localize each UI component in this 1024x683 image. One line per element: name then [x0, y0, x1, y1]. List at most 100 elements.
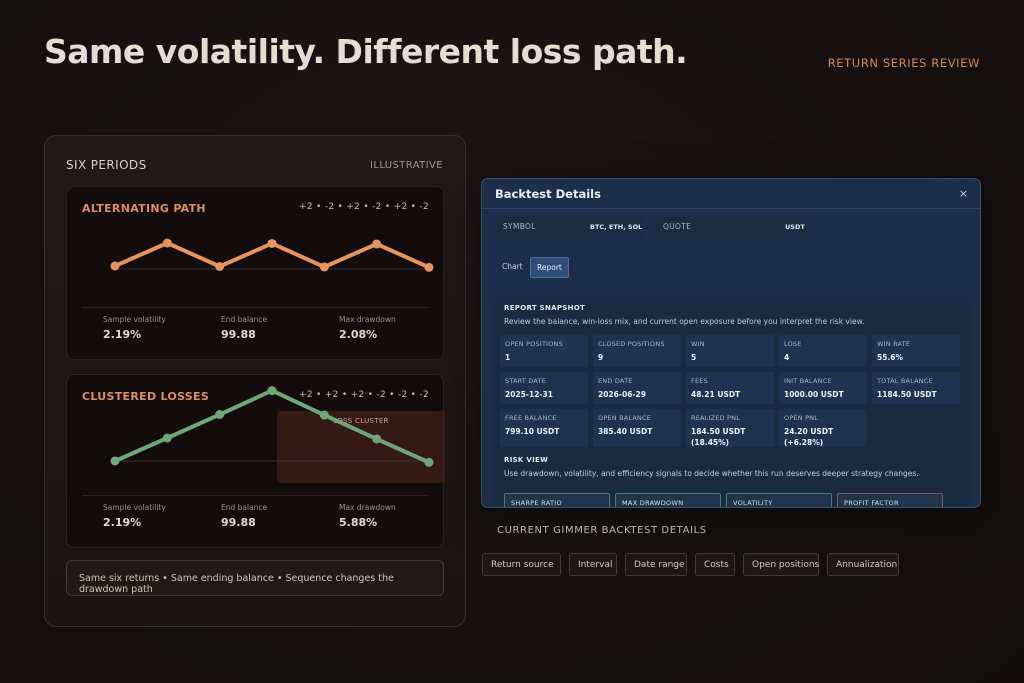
- metric-label: CLOSED POSITIONS: [598, 340, 665, 348]
- metric-closed-positions: CLOSED POSITIONS 9: [593, 335, 681, 367]
- risk-view-heading: RISK VIEW: [504, 456, 549, 464]
- data-point: [319, 262, 329, 272]
- card-title: SIX PERIODS: [66, 158, 147, 172]
- metric-free-balance: FREE BALANCE 799.10 USDT: [500, 409, 588, 447]
- clustered-sequence: +2 • +2 • +2 • -2 • -2 • -2: [299, 390, 429, 400]
- metric-value: 24.20 USDT (+6.28%): [784, 427, 834, 447]
- data-point: [267, 386, 277, 396]
- headline: Same volatility. Different loss path.: [44, 32, 688, 71]
- metric-open-balance: OPEN BALANCE 385.40 USDT: [593, 409, 681, 447]
- metric-value: 385.40 USDT: [598, 427, 653, 436]
- stat-end-balance: End balance 99.88: [221, 315, 268, 341]
- metric-end-date: END DATE 2026-06-29: [593, 372, 681, 404]
- metric-init-balance: INIT BALANCE 1000.00 USDT: [779, 372, 867, 404]
- metric-value: 2025-12-31: [505, 390, 553, 399]
- metric-lose: LOSE 4: [779, 335, 867, 367]
- stat-volatility: Sample volatility 2.19%: [103, 503, 166, 529]
- metric-label: INIT BALANCE: [784, 377, 832, 385]
- data-point: [267, 238, 277, 248]
- report-snapshot-heading: REPORT SNAPSHOT: [504, 304, 586, 312]
- modal-header: Backtest Details ×: [482, 179, 980, 209]
- metric-open-pnl: OPEN PNL 24.20 USDT (+6.28%): [779, 409, 867, 447]
- kicker-label: RETURN SERIES REVIEW: [827, 56, 980, 70]
- metric-total-balance: TOTAL BALANCE 1184.50 USDT: [872, 372, 960, 404]
- backtest-details-modal: Backtest Details × SYMBOL BTC, ETH, SOL …: [481, 178, 981, 508]
- risk-card-label: SHARPE RATIO: [511, 499, 562, 507]
- metric-fees: FEES 48.21 USDT: [686, 372, 774, 404]
- metric-label: OPEN POSITIONS: [505, 340, 563, 348]
- chip-date-range[interactable]: Date range: [625, 553, 687, 576]
- quote-label: QUOTE: [663, 222, 692, 231]
- metric-label: WIN: [691, 340, 705, 348]
- chip-annualization[interactable]: Annualization: [827, 553, 899, 576]
- metric-value: 1000.00 USDT: [784, 390, 844, 399]
- metric-win: WIN 5: [686, 335, 774, 367]
- modal-title: Backtest Details: [495, 187, 601, 201]
- metric-win-rate: WIN RATE 55.6%: [872, 335, 960, 367]
- risk-view-description: Use drawdown, volatility, and efficiency…: [504, 469, 919, 478]
- stat-end-balance: End balance 99.88: [221, 503, 268, 529]
- metric-label: TOTAL BALANCE: [877, 377, 933, 385]
- data-point: [162, 433, 172, 443]
- risk-card-label: PROFIT FACTOR: [844, 499, 899, 507]
- metric-label: REALIZED PNL: [691, 414, 741, 422]
- data-point: [372, 434, 382, 444]
- alternating-sequence: +2 • -2 • +2 • -2 • +2 • -2: [299, 202, 429, 212]
- risk-card-label: MAX DRAWDOWN: [622, 499, 684, 507]
- quote-value: USDT: [785, 223, 805, 231]
- stat-volatility: Sample volatility 2.19%: [103, 315, 166, 341]
- summary-footer: Same six returns • Same ending balance •…: [66, 560, 444, 596]
- symbol-label: SYMBOL: [503, 222, 536, 231]
- data-point: [110, 456, 120, 466]
- risk-card-profit-factor[interactable]: PROFIT FACTOR: [837, 493, 943, 507]
- report-snapshot-description: Review the balance, win-loss mix, and cu…: [504, 317, 865, 326]
- risk-card-sharpe-ratio[interactable]: SHARPE RATIO: [504, 493, 610, 507]
- risk-card-max-drawdown[interactable]: MAX DRAWDOWN: [615, 493, 721, 507]
- chip-open-positions[interactable]: Open positions: [743, 553, 819, 576]
- divider: [82, 307, 428, 308]
- stat-max-drawdown: Max drawdown 2.08%: [339, 315, 396, 341]
- quote-field: QUOTE USDT: [655, 217, 807, 239]
- chip-costs[interactable]: Costs: [695, 553, 735, 576]
- metric-value: 1184.50 USDT: [877, 390, 937, 399]
- data-point: [424, 262, 434, 272]
- metric-label: FREE BALANCE: [505, 414, 557, 422]
- data-point: [110, 261, 120, 271]
- metric-start-date: START DATE 2025-12-31: [500, 372, 588, 404]
- data-point: [372, 239, 382, 249]
- data-point: [319, 410, 329, 420]
- tab-report[interactable]: Report: [530, 257, 569, 278]
- six-periods-card: SIX PERIODS ILLUSTRATIVE ALTERNATING PAT…: [44, 135, 466, 627]
- data-point: [162, 238, 172, 248]
- metric-value: 184.50 USDT (18.45%): [691, 427, 746, 447]
- loss-cluster-label: LOSS CLUSTER: [333, 417, 389, 425]
- loss-cluster-highlight: LOSS CLUSTER: [277, 411, 445, 483]
- alternating-path-panel: ALTERNATING PATH +2 • -2 • +2 • -2 • +2 …: [66, 186, 444, 360]
- report-snapshot: REPORT SNAPSHOT Review the balance, win-…: [495, 296, 969, 507]
- clustered-losses-panel: CLUSTERED LOSSES +2 • +2 • +2 • -2 • -2 …: [66, 374, 445, 548]
- stat-max-drawdown: Max drawdown 5.88%: [339, 503, 396, 529]
- risk-card-volatility[interactable]: VOLATILITY: [726, 493, 832, 507]
- metric-label: OPEN BALANCE: [598, 414, 652, 422]
- metric-label: OPEN PNL: [784, 414, 819, 422]
- chip-return-source[interactable]: Return source: [482, 553, 561, 576]
- metric-value: 9: [598, 353, 604, 362]
- metric-value: 4: [784, 353, 790, 362]
- divider: [82, 495, 428, 496]
- metric-open-positions: OPEN POSITIONS 1: [500, 335, 588, 367]
- metric-value: 1: [505, 353, 511, 362]
- risk-card-label: VOLATILITY: [733, 499, 773, 507]
- metric-realized-pnl: REALIZED PNL 184.50 USDT (18.45%): [686, 409, 774, 447]
- tab-chart[interactable]: Chart: [502, 262, 523, 271]
- chip-interval[interactable]: Interval: [569, 553, 617, 576]
- symbol-value: BTC, ETH, SOL: [590, 223, 643, 231]
- data-point: [424, 457, 434, 467]
- metric-value: 2026-06-29: [598, 390, 646, 399]
- alternating-path-chart: [110, 238, 434, 272]
- clustered-losses-chart: [110, 386, 434, 467]
- close-icon[interactable]: ×: [958, 187, 968, 200]
- alternating-path-title: ALTERNATING PATH: [82, 202, 206, 215]
- symbol-quote-row: SYMBOL BTC, ETH, SOL QUOTE USDT: [495, 217, 969, 239]
- metric-label: WIN RATE: [877, 340, 911, 348]
- metric-value: 799.10 USDT: [505, 427, 560, 436]
